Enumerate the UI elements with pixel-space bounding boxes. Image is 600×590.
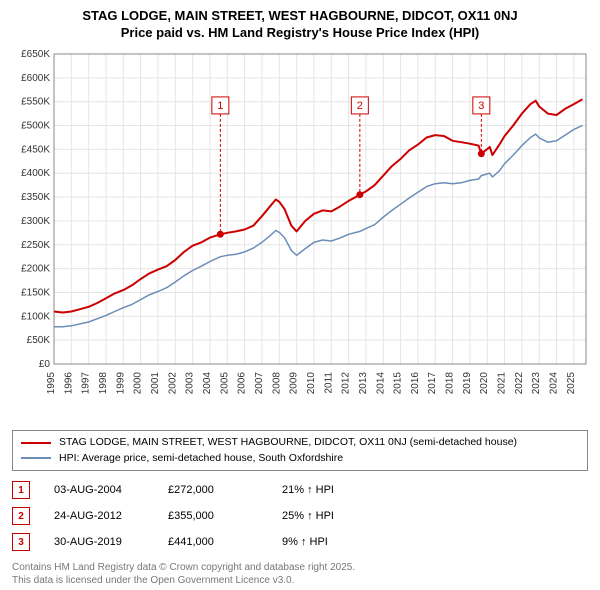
svg-text:2003: 2003 — [185, 371, 196, 394]
footer-line-2: This data is licensed under the Open Gov… — [12, 575, 294, 586]
page-root: STAG LODGE, MAIN STREET, WEST HAGBOURNE,… — [0, 0, 600, 590]
svg-text:£400K: £400K — [21, 168, 50, 179]
svg-text:2004: 2004 — [202, 371, 213, 394]
svg-text:£300K: £300K — [21, 216, 50, 227]
svg-text:£600K: £600K — [21, 73, 50, 84]
svg-text:2011: 2011 — [323, 371, 334, 393]
sales-table: 1 03-AUG-2004 £272,000 21% ↑ HPI 2 24-AUG-201… — [12, 477, 588, 555]
svg-text:£50K: £50K — [27, 335, 51, 346]
svg-text:1997: 1997 — [81, 371, 92, 394]
svg-text:2018: 2018 — [445, 371, 456, 394]
svg-text:2021: 2021 — [497, 371, 508, 394]
chart-svg: £0 £50K £100K £150K £200K £250K £300K £350K £400… — [8, 46, 592, 426]
legend-swatch — [21, 457, 51, 459]
sale-price: £355,000 — [168, 510, 258, 522]
svg-text:2006: 2006 — [237, 371, 248, 394]
legend-label: HPI: Average price, semi-detached house,… — [59, 451, 343, 467]
svg-text:2010: 2010 — [306, 371, 317, 394]
sale-hpi-diff: 9% ↑ HPI — [282, 536, 382, 548]
chart-title: STAG LODGE, MAIN STREET, WEST HAGBOURNE,… — [8, 8, 592, 42]
svg-text:1995: 1995 — [46, 371, 57, 394]
svg-text:2000: 2000 — [133, 371, 144, 394]
svg-text:£500K: £500K — [21, 120, 50, 131]
svg-text:2022: 2022 — [514, 371, 525, 394]
svg-text:2009: 2009 — [289, 371, 300, 394]
footer-line-1: Contains HM Land Registry data © Crown c… — [12, 562, 355, 573]
title-line-1: STAG LODGE, MAIN STREET, WEST HAGBOURNE,… — [82, 8, 517, 23]
sale-marker-icon: 2 — [12, 507, 30, 525]
sale-hpi-diff: 25% ↑ HPI — [282, 510, 382, 522]
svg-text:3: 3 — [478, 100, 484, 112]
svg-text:2016: 2016 — [410, 371, 421, 394]
sale-date: 30-AUG-2019 — [54, 536, 144, 548]
svg-text:£150K: £150K — [21, 287, 50, 298]
svg-text:1: 1 — [217, 100, 223, 112]
svg-text:£200K: £200K — [21, 263, 50, 274]
svg-text:2014: 2014 — [375, 371, 386, 394]
sale-hpi-diff: 21% ↑ HPI — [282, 484, 382, 496]
svg-text:2007: 2007 — [254, 371, 265, 394]
svg-text:£650K: £650K — [21, 49, 50, 60]
sale-date: 24-AUG-2012 — [54, 510, 144, 522]
svg-text:2024: 2024 — [549, 371, 560, 394]
svg-text:£0: £0 — [39, 359, 51, 370]
sale-row: 2 24-AUG-2012 £355,000 25% ↑ HPI — [12, 503, 588, 529]
sale-row: 3 30-AUG-2019 £441,000 9% ↑ HPI — [12, 529, 588, 555]
sale-price: £272,000 — [168, 484, 258, 496]
sale-marker-icon: 1 — [12, 481, 30, 499]
svg-text:2001: 2001 — [150, 371, 161, 394]
svg-text:1999: 1999 — [115, 371, 126, 394]
svg-text:2017: 2017 — [427, 371, 438, 394]
svg-text:£250K: £250K — [21, 240, 50, 251]
legend-label: STAG LODGE, MAIN STREET, WEST HAGBOURNE,… — [59, 435, 517, 451]
sale-price: £441,000 — [168, 536, 258, 548]
legend-swatch — [21, 442, 51, 444]
svg-text:2002: 2002 — [167, 371, 178, 394]
svg-text:1996: 1996 — [63, 371, 74, 394]
chart-legend: STAG LODGE, MAIN STREET, WEST HAGBOURNE,… — [12, 430, 588, 472]
svg-text:2008: 2008 — [271, 371, 282, 394]
data-source-footer: Contains HM Land Registry data © Crown c… — [12, 561, 588, 587]
sale-date: 03-AUG-2004 — [54, 484, 144, 496]
svg-text:£550K: £550K — [21, 96, 50, 107]
svg-text:2015: 2015 — [393, 371, 404, 394]
svg-text:2025: 2025 — [566, 371, 577, 394]
svg-text:£350K: £350K — [21, 192, 50, 203]
line-chart: £0 £50K £100K £150K £200K £250K £300K £350K £400… — [8, 46, 592, 426]
sale-marker-icon: 3 — [12, 533, 30, 551]
svg-text:2020: 2020 — [479, 371, 490, 394]
svg-text:2013: 2013 — [358, 371, 369, 394]
sale-row: 1 03-AUG-2004 £272,000 21% ↑ HPI — [12, 477, 588, 503]
svg-text:2019: 2019 — [462, 371, 473, 394]
svg-text:2: 2 — [357, 100, 363, 112]
title-line-2: Price paid vs. HM Land Registry's House … — [121, 25, 480, 40]
svg-text:£100K: £100K — [21, 311, 50, 322]
svg-text:2023: 2023 — [531, 371, 542, 394]
svg-text:£450K: £450K — [21, 144, 50, 155]
legend-item: HPI: Average price, semi-detached house,… — [21, 451, 579, 467]
svg-text:2012: 2012 — [341, 371, 352, 394]
legend-item: STAG LODGE, MAIN STREET, WEST HAGBOURNE,… — [21, 435, 579, 451]
svg-text:1998: 1998 — [98, 371, 109, 394]
svg-text:2005: 2005 — [219, 371, 230, 394]
